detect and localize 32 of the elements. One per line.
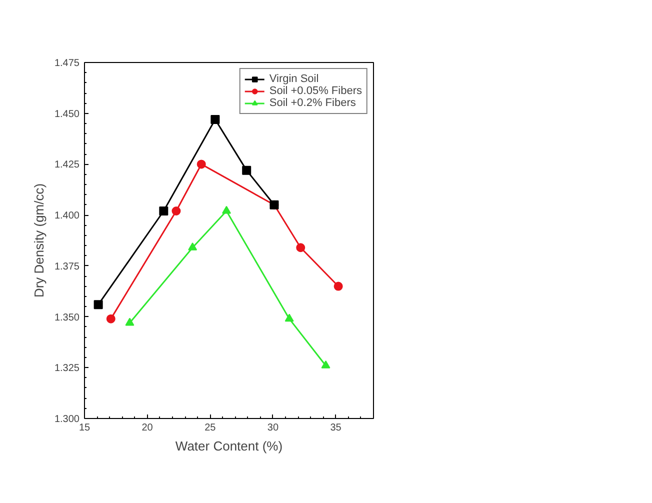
x-tick-label: 20 xyxy=(142,422,154,434)
x-tick-label: 25 xyxy=(204,422,216,434)
point xyxy=(242,166,252,175)
y-tick-label: 1.475 xyxy=(54,58,80,69)
x-axis-title: Water Content (%) xyxy=(175,438,283,454)
point xyxy=(94,300,103,310)
y-tick-label: 1.350 xyxy=(54,312,80,324)
point xyxy=(172,206,181,216)
y-tick-label: 1.400 xyxy=(54,210,80,222)
y-axis-title: Dry Density (gm/cc) xyxy=(31,183,46,298)
y-tick-label: 1.450 xyxy=(54,108,80,120)
point xyxy=(296,243,306,252)
legend-label: Soil +0.2% Fibers xyxy=(269,97,356,109)
point xyxy=(210,114,220,124)
point xyxy=(284,314,294,322)
y-tick-label: 1.425 xyxy=(54,160,80,171)
point xyxy=(106,314,116,324)
point xyxy=(159,206,168,216)
point xyxy=(321,360,330,368)
point xyxy=(188,242,198,250)
x-tick-label: 15 xyxy=(78,422,90,434)
x-tick-label: 35 xyxy=(330,422,342,434)
x-tick-label: 30 xyxy=(267,422,279,434)
point xyxy=(196,160,206,169)
point xyxy=(334,282,343,291)
y-tick-label: 1.325 xyxy=(54,363,80,374)
point xyxy=(125,318,134,326)
y-tick-label: 1.375 xyxy=(54,261,80,272)
y-tick-label: 1.300 xyxy=(54,414,80,425)
point xyxy=(222,206,231,214)
legend-label: Soil +0.05% Fibers xyxy=(269,85,362,97)
legend-label: Virgin Soil xyxy=(269,73,319,85)
